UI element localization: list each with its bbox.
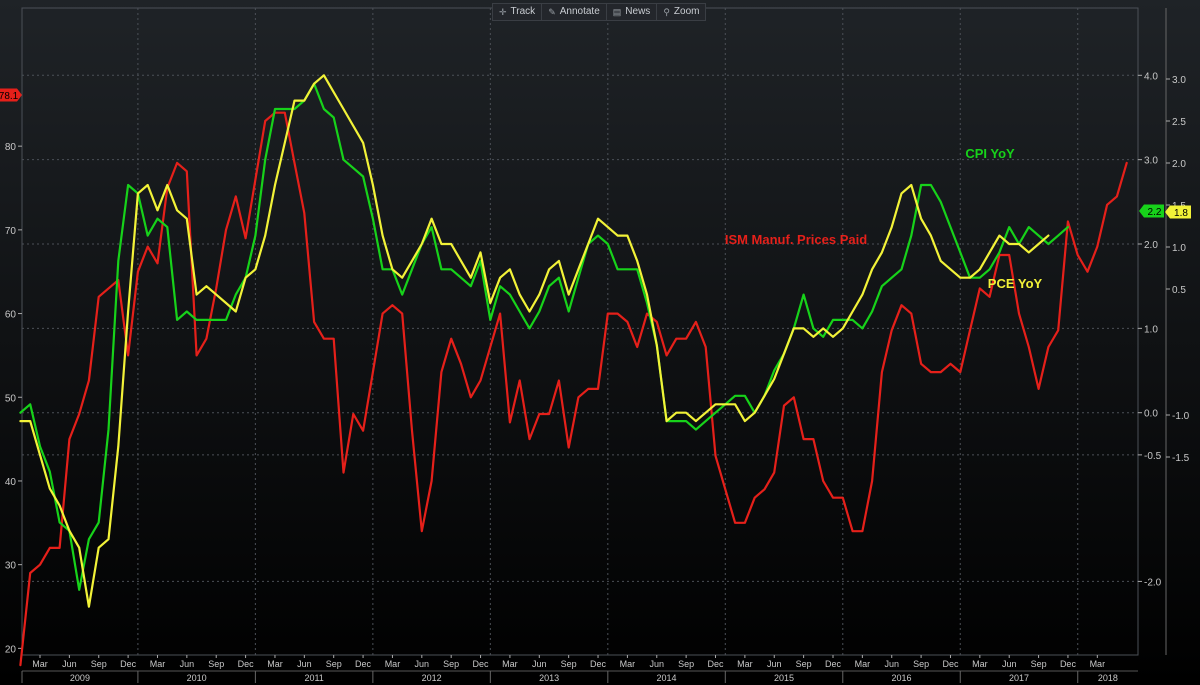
left-tick-label: 50 [5,393,17,404]
month-label: Dec [238,659,255,669]
month-label: Sep [678,659,694,669]
left-tick-label: 80 [5,142,17,153]
month-label: Jun [884,659,899,669]
year-label: 2018 [1098,673,1118,683]
right-outer-tick-label: 3.0 [1172,75,1186,86]
right-outer-tick-label: 2.5 [1172,117,1186,128]
year-label: 2016 [892,673,912,683]
month-label: Mar [267,659,283,669]
year-label: 2011 [304,673,323,683]
month-label: Sep [1031,659,1047,669]
month-label: Jun [415,659,430,669]
year-label: 2010 [187,673,207,683]
crosshair-icon: ✛ [499,7,507,17]
ism-prices-paid-line [19,111,1128,667]
pce-last-value-tag: 1.8 [1174,208,1188,219]
year-label: 2012 [422,673,442,683]
month-label: Jun [767,659,782,669]
cpi-series-label: CPI YoY [965,146,1015,161]
axes: 20 30 40 50 60 70 80 -2.0 -0.5 0.0 1.0 2.0 3.0 4.0 -1.… [5,8,1190,683]
year-label: 2013 [539,673,559,683]
series-lines [19,74,1128,667]
left-tick-label: 20 [5,644,17,655]
right-outer-tick-label: 2.0 [1172,159,1186,170]
right-inner-tick-label: 3.0 [1144,156,1158,167]
track-button[interactable]: ✛ Track [493,4,543,20]
month-label: Jun [1002,659,1017,669]
month-label: Jun [532,659,547,669]
right-inner-tick-label: 2.0 [1144,240,1158,251]
month-label: Mar [502,659,518,669]
month-label: Dec [590,659,607,669]
month-label: Dec [473,659,490,669]
left-tick-label: 30 [5,561,17,572]
month-label: Jun [297,659,312,669]
month-label: Sep [796,659,812,669]
month-label: Dec [1060,659,1077,669]
month-label: Sep [561,659,577,669]
year-label: 2017 [1009,673,1029,683]
right-inner-tick-label: 4.0 [1144,71,1158,82]
month-label: Mar [737,659,753,669]
month-label: Mar [620,659,636,669]
ism-last-value-tag: 78.1 [0,91,19,102]
month-label: Sep [326,659,342,669]
month-label: Jun [62,659,77,669]
news-label: News [625,6,651,17]
annotate-label: Annotate [559,6,600,17]
annotations: ISM Manuf. Prices Paid CPI YoY PCE YoY 78.1… [0,88,1191,291]
news-icon: ▤ [612,7,622,17]
left-tick-label: 60 [5,310,17,321]
magnifier-icon: ⚲ [663,7,670,17]
month-label: Mar [855,659,871,669]
cpi-last-value-tag-shape [1139,204,1164,218]
grid [21,7,1139,656]
annotate-button[interactable]: ✎ Annotate [542,4,607,20]
chart-toolbar: ✛ Track ✎ Annotate ▤ News ⚲ Zoom [492,3,707,21]
month-label: Dec [708,659,725,669]
right-outer-tick-label: 0.5 [1172,285,1186,296]
right-inner-tick-label: 1.0 [1144,324,1158,335]
left-tick-label: 40 [5,477,17,488]
month-label: Sep [91,659,107,669]
month-label: Mar [972,659,988,669]
month-label: Dec [120,659,137,669]
right-outer-tick-label: 1.0 [1172,243,1186,254]
month-label: Mar [32,659,48,669]
news-button[interactable]: ▤ News [607,4,658,20]
month-label: Jun [180,659,195,669]
month-label: Dec [825,659,842,669]
zoom-label: Zoom [673,6,700,17]
pce-series-label: PCE YoY [988,276,1043,291]
right-inner-tick-label: -0.5 [1144,451,1162,462]
pce-last-value-tag-shape [1165,205,1191,219]
month-label: Mar [1090,659,1106,669]
ism-last-value-tag-shape [0,88,22,102]
ism-series-label: ISM Manuf. Prices Paid [725,232,867,247]
right-outer-tick-label: -1.5 [1172,453,1190,464]
month-label: Mar [150,659,166,669]
month-label: Sep [913,659,929,669]
cpi-last-value-tag: 2.2 [1148,207,1162,218]
zoom-button[interactable]: ⚲ Zoom [657,4,705,20]
month-label: Sep [443,659,459,669]
month-label: Mar [385,659,401,669]
pencil-icon: ✎ [548,7,556,17]
right-outer-tick-label: -1.0 [1172,411,1190,422]
left-tick-label: 70 [5,226,17,237]
cpi-yoy-line [19,82,1069,591]
pce-yoy-line [19,74,1050,608]
year-label: 2015 [774,673,794,683]
right-inner-tick-label: -2.0 [1144,577,1162,588]
month-label: Dec [942,659,959,669]
month-label: Sep [208,659,224,669]
year-label: 2009 [70,673,90,683]
month-label: Dec [355,659,372,669]
year-label: 2014 [657,673,677,683]
right-inner-tick-label: 0.0 [1144,409,1158,420]
track-label: Track [510,6,536,17]
month-label: Jun [650,659,665,669]
